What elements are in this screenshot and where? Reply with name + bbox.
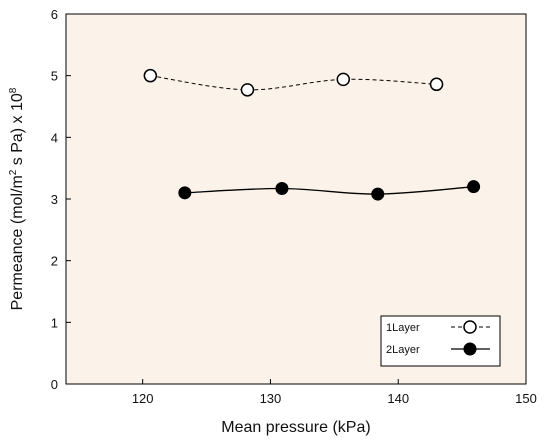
x-tick-label: 120	[132, 391, 154, 406]
legend-label-1layer: 1Layer	[386, 322, 420, 334]
legend: 1Layer 2Layer	[380, 315, 501, 367]
y-tick-label: 2	[51, 254, 58, 269]
legend-box	[380, 315, 501, 367]
data-point-1layer	[336, 72, 351, 87]
y-tick-label: 4	[51, 130, 58, 145]
y-axis-label-sup1: 2	[8, 169, 19, 175]
y-axis-label-sup2: 8	[8, 87, 19, 93]
data-point-1layer	[429, 77, 444, 92]
y-axis-label-middle: s Pa) x 10	[9, 93, 26, 170]
series-layer	[143, 68, 481, 201]
legend-marker-1layer	[463, 320, 477, 334]
data-point-2layer	[467, 180, 481, 194]
data-point-2layer	[275, 182, 289, 196]
y-tick-label: 5	[51, 69, 58, 84]
data-point-1layer	[143, 68, 158, 83]
y-tick-label: 0	[51, 377, 58, 392]
series-line-2layer	[184, 186, 474, 195]
data-point-2layer	[371, 187, 385, 201]
legend-label-2layer: 2Layer	[386, 344, 420, 356]
y-axis-label: Permeance (mol/m2 s Pa) x 108	[8, 87, 26, 310]
y-tick-label: 1	[51, 315, 58, 330]
y-axis-label-prefix: Permeance (mol/m	[9, 175, 26, 310]
legend-marker-2layer	[463, 342, 477, 356]
x-tick-label: 140	[387, 391, 409, 406]
series-line-1layer	[150, 75, 437, 91]
data-point-2layer	[178, 186, 192, 200]
x-axis-label: Mean pressure (kPa)	[221, 419, 370, 436]
data-point-1layer	[240, 83, 255, 97]
y-tick-label: 6	[51, 7, 58, 22]
x-tick-label: 130	[260, 391, 282, 406]
axes-layer: 120 130 140 150 0 1 2 3 4 5 6	[51, 7, 537, 406]
y-tick-label: 3	[51, 192, 58, 207]
x-tick-label: 150	[515, 391, 537, 406]
